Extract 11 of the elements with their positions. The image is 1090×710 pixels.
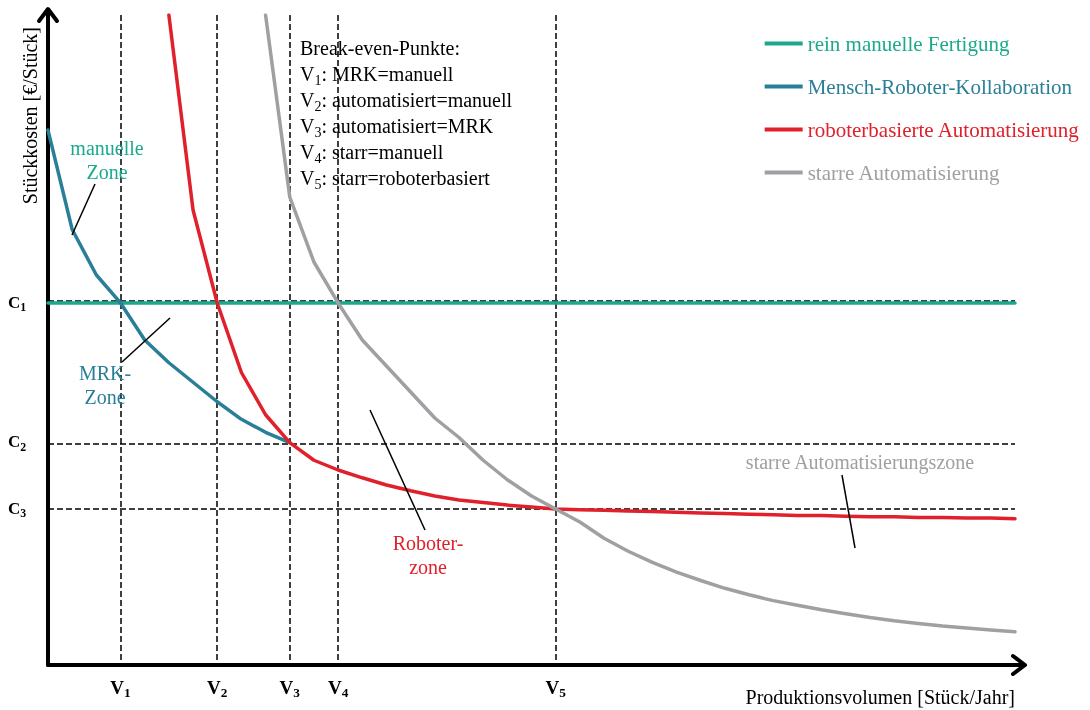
legend-label: rein manuelle Fertigung (807, 31, 1010, 56)
annotation: MRK- Zone (78, 362, 132, 408)
legend-label: Mensch-Roboter-Kollaboration (807, 74, 1073, 99)
annotation: Roboter- zone (392, 532, 464, 578)
x-axis-title: Produktionsvolumen [Stück/Jahr] (745, 686, 1015, 708)
y-axis-title: Stückkosten [€/Stück] (19, 27, 41, 205)
annotation: starre Automatisierungszone (745, 451, 975, 474)
legend-label: starre Automatisierung (807, 160, 1001, 185)
annotation: manuelle Zone (70, 137, 144, 183)
annotation: Break-even-Punkte: (300, 37, 460, 59)
legend-label: roboterbasierte Automatisierung (807, 117, 1080, 142)
